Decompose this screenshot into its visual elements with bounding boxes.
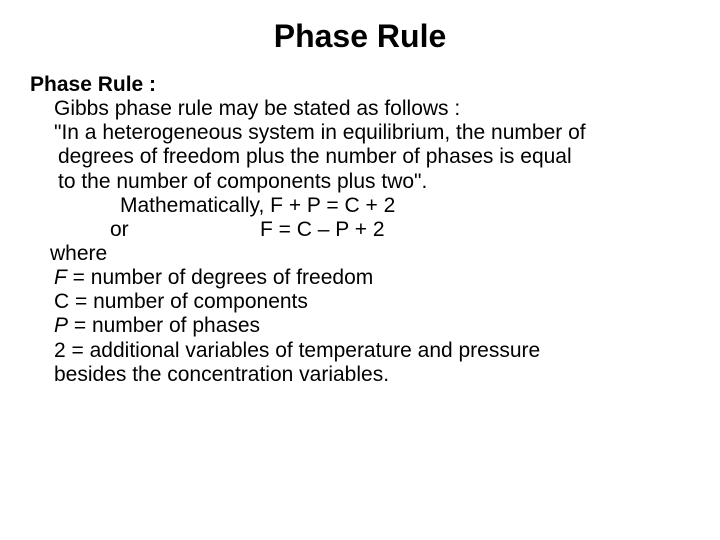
quote-line-3: to the number of components plus two". bbox=[30, 170, 690, 194]
or-label: or bbox=[110, 218, 260, 242]
quote-line-1: "In a heterogeneous system in equilibriu… bbox=[30, 121, 690, 145]
math-line-1: Mathematically, F + P = C + 2 bbox=[30, 194, 690, 218]
definition-2a: 2 = additional variables of temperature … bbox=[30, 339, 690, 363]
quote-line-2: degrees of freedom plus the number of ph… bbox=[30, 145, 690, 169]
math-line-2: orF = C – P + 2 bbox=[30, 218, 690, 242]
section-heading: Phase Rule : bbox=[30, 73, 690, 97]
definition-f: F = number of degrees of freedom bbox=[30, 266, 690, 290]
var-f: F bbox=[54, 266, 67, 289]
where-label: where bbox=[30, 242, 690, 266]
definition-c: C = number of components bbox=[30, 290, 690, 314]
var-p: P bbox=[54, 314, 68, 337]
page-title: Phase Rule bbox=[0, 18, 720, 55]
definition-2b: besides the concentration variables. bbox=[30, 363, 690, 387]
def-p-text: = number of phases bbox=[68, 314, 260, 337]
equation-2: F = C – P + 2 bbox=[260, 218, 385, 241]
slide: Phase Rule Phase Rule : Gibbs phase rule… bbox=[0, 0, 720, 540]
body-text: Phase Rule : Gibbs phase rule may be sta… bbox=[0, 73, 720, 387]
def-f-text: = number of degrees of freedom bbox=[67, 266, 373, 289]
definition-p: P = number of phases bbox=[30, 314, 690, 338]
intro-line: Gibbs phase rule may be stated as follow… bbox=[30, 97, 690, 121]
